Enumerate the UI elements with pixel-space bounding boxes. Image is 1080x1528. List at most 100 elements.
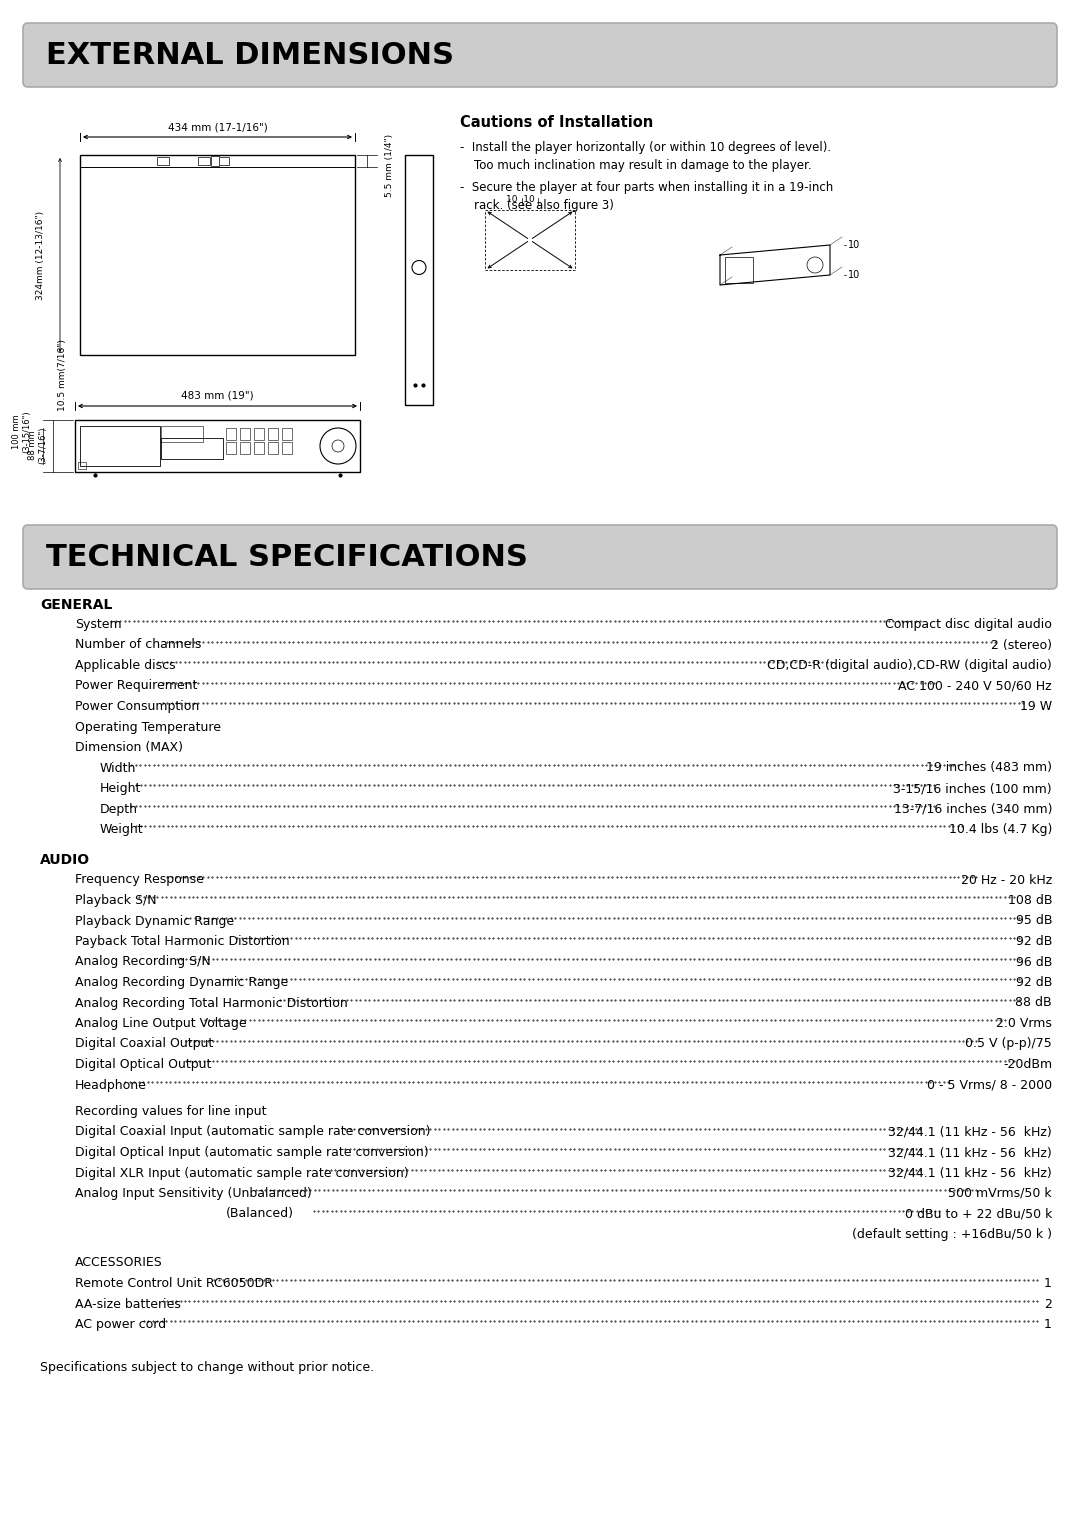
Text: 96 dB: 96 dB: [1015, 955, 1052, 969]
Bar: [268, 442, 278, 454]
Text: rack. (see also figure 3): rack. (see also figure 3): [474, 199, 613, 212]
Text: 88 dB: 88 dB: [1015, 996, 1052, 1010]
Text: Playback Dynamic Range: Playback Dynamic Range: [75, 914, 234, 927]
Text: ACCESSORIES: ACCESSORIES: [75, 1256, 163, 1270]
Text: 5.5 mm (1/4"): 5.5 mm (1/4"): [384, 133, 394, 197]
Bar: [75, 420, 360, 472]
Bar: [725, 257, 753, 283]
Bar: [240, 442, 251, 454]
Text: 10: 10: [848, 240, 861, 251]
Text: 92 dB: 92 dB: [1015, 976, 1052, 989]
Text: -  Install the player horizontally (or within 10 degrees of level).: - Install the player horizontally (or wi…: [460, 141, 832, 154]
Text: 19 inches (483 mm): 19 inches (483 mm): [926, 761, 1052, 775]
Text: Analog Line Output Voltage: Analog Line Output Voltage: [75, 1018, 246, 1030]
Bar: [80, 426, 160, 466]
Text: 10.4 lbs (4.7 Kg): 10.4 lbs (4.7 Kg): [948, 824, 1052, 836]
Text: Frequency Response: Frequency Response: [75, 874, 204, 886]
Text: TECHNICAL SPECIFICATIONS: TECHNICAL SPECIFICATIONS: [46, 542, 528, 571]
Text: 92 dB: 92 dB: [1015, 935, 1052, 947]
Text: 324mm (12-13/16"): 324mm (12-13/16"): [36, 211, 44, 299]
Text: Digital Optical Output: Digital Optical Output: [75, 1057, 212, 1071]
Text: 2: 2: [1044, 1297, 1052, 1311]
Text: 88 mm
(3-7/16"): 88 mm (3-7/16"): [28, 426, 48, 465]
Text: 1: 1: [1044, 1277, 1052, 1290]
Text: 13-7/16 inches (340 mm): 13-7/16 inches (340 mm): [893, 802, 1052, 816]
Text: Power Requirement: Power Requirement: [75, 680, 198, 692]
Text: Payback Total Harmonic Distortion: Payback Total Harmonic Distortion: [75, 935, 289, 947]
Text: (Balanced): (Balanced): [226, 1207, 294, 1221]
FancyBboxPatch shape: [23, 526, 1057, 588]
Text: AC 100 - 240 V 50/60 Hz: AC 100 - 240 V 50/60 Hz: [899, 680, 1052, 692]
Text: Analog Recording Total Harmonic Distortion: Analog Recording Total Harmonic Distorti…: [75, 996, 348, 1010]
Text: -20dBm: -20dBm: [1003, 1057, 1052, 1071]
Bar: [282, 442, 292, 454]
Text: 108 dB: 108 dB: [1008, 894, 1052, 908]
Text: Analog Input Sensitivity (Unbalanced): Analog Input Sensitivity (Unbalanced): [75, 1187, 312, 1199]
Text: 32/44.1 (11 kHz - 56  kHz): 32/44.1 (11 kHz - 56 kHz): [888, 1166, 1052, 1180]
Bar: [282, 428, 292, 440]
Text: CD,CD-R (digital audio),CD-RW (digital audio): CD,CD-R (digital audio),CD-RW (digital a…: [767, 659, 1052, 672]
Text: 32/44.1 (11 kHz - 56  kHz): 32/44.1 (11 kHz - 56 kHz): [888, 1146, 1052, 1160]
Bar: [268, 428, 278, 440]
Text: EXTERNAL DIMENSIONS: EXTERNAL DIMENSIONS: [46, 41, 454, 69]
FancyBboxPatch shape: [23, 23, 1057, 87]
Text: Power Consumption: Power Consumption: [75, 700, 199, 714]
Text: 32/44.1 (11 kHz - 56  kHz): 32/44.1 (11 kHz - 56 kHz): [888, 1126, 1052, 1138]
Bar: [157, 157, 168, 165]
Text: AC power cord: AC power cord: [75, 1319, 166, 1331]
Bar: [161, 439, 224, 458]
Text: Width: Width: [100, 761, 136, 775]
Text: 100 mm
(3-15/16"): 100 mm (3-15/16"): [12, 411, 31, 454]
Bar: [405, 154, 433, 405]
Bar: [254, 428, 264, 440]
Text: -  Secure the player at four parts when installing it in a 19-inch: - Secure the player at four parts when i…: [460, 180, 834, 194]
Text: 0 - 5 Vrms/ 8 - 2000: 0 - 5 Vrms/ 8 - 2000: [927, 1079, 1052, 1091]
Text: Recording values for line input: Recording values for line input: [75, 1105, 267, 1118]
Text: Operating Temperature: Operating Temperature: [75, 721, 221, 733]
Text: Digital Coaxial Output: Digital Coaxial Output: [75, 1038, 213, 1051]
Text: Digital XLR Input (automatic sample rate conversion): Digital XLR Input (automatic sample rate…: [75, 1166, 408, 1180]
Text: 95 dB: 95 dB: [1015, 914, 1052, 927]
Text: Specifications subject to change without prior notice.: Specifications subject to change without…: [40, 1360, 374, 1374]
Text: AUDIO: AUDIO: [40, 854, 90, 868]
Text: 500 mVrms/50 k: 500 mVrms/50 k: [948, 1187, 1052, 1199]
Text: Digital Coaxial Input (automatic sample rate conversion): Digital Coaxial Input (automatic sample …: [75, 1126, 431, 1138]
Text: Dimension (MAX): Dimension (MAX): [75, 741, 183, 753]
Text: Playback S/N: Playback S/N: [75, 894, 157, 908]
Text: 10.5 mm(7/16"): 10.5 mm(7/16"): [57, 339, 67, 411]
Text: Weight: Weight: [100, 824, 144, 836]
Text: Cautions of Installation: Cautions of Installation: [460, 115, 653, 130]
Bar: [78, 461, 86, 469]
Text: Headphone: Headphone: [75, 1079, 147, 1091]
Text: 2.0 Vrms: 2.0 Vrms: [996, 1018, 1052, 1030]
Text: Compact disc digital audio: Compact disc digital audio: [886, 617, 1052, 631]
Text: Height: Height: [100, 782, 141, 795]
Text: Number of channels: Number of channels: [75, 639, 201, 651]
Text: 10  10: 10 10: [505, 196, 535, 205]
Bar: [217, 157, 229, 165]
Text: Analog Recording Dynamic Range: Analog Recording Dynamic Range: [75, 976, 288, 989]
Text: 434 mm (17-1/16"): 434 mm (17-1/16"): [167, 122, 268, 131]
Text: 19 W: 19 W: [1020, 700, 1052, 714]
Text: 483 mm (19"): 483 mm (19"): [181, 391, 254, 400]
Bar: [80, 154, 355, 167]
Text: 0.5 V (p-p)/75: 0.5 V (p-p)/75: [966, 1038, 1052, 1051]
Text: GENERAL: GENERAL: [40, 597, 112, 613]
Bar: [254, 442, 264, 454]
Bar: [226, 428, 237, 440]
Text: 10: 10: [848, 270, 861, 280]
Bar: [161, 426, 203, 442]
Text: Too much inclination may result in damage to the player.: Too much inclination may result in damag…: [474, 159, 812, 173]
Text: AA-size batteries: AA-size batteries: [75, 1297, 180, 1311]
Text: Remote Control Unit RC6050DR: Remote Control Unit RC6050DR: [75, 1277, 273, 1290]
Bar: [226, 442, 237, 454]
Text: 3-15/16 inches (100 mm): 3-15/16 inches (100 mm): [893, 782, 1052, 795]
Text: Depth: Depth: [100, 802, 138, 816]
Text: 2 (stereo): 2 (stereo): [991, 639, 1052, 651]
Text: (default setting : +16dBu/50 k ): (default setting : +16dBu/50 k ): [852, 1229, 1052, 1241]
Text: 1: 1: [1044, 1319, 1052, 1331]
Text: 0 dBu to + 22 dBu/50 k: 0 dBu to + 22 dBu/50 k: [905, 1207, 1052, 1221]
Bar: [198, 157, 210, 165]
Text: 20 Hz - 20 kHz: 20 Hz - 20 kHz: [961, 874, 1052, 886]
Bar: [80, 154, 355, 354]
